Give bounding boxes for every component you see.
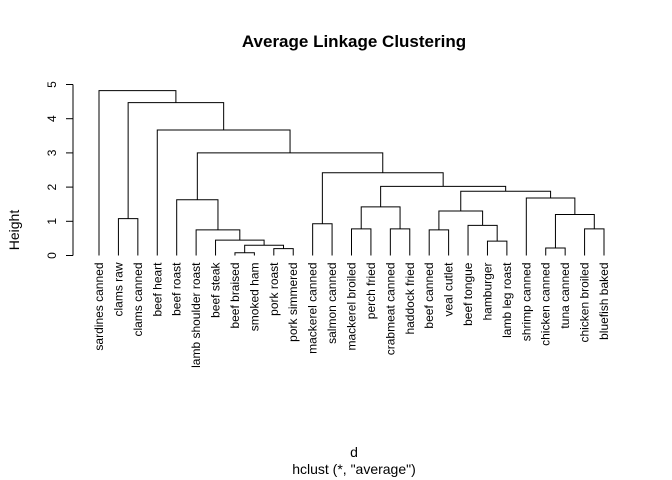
merge-link <box>234 252 255 256</box>
leaf-label: lamb leg roast <box>500 262 514 338</box>
merge-link <box>127 102 225 219</box>
merge-link <box>389 228 411 256</box>
y-tick-label: 1 <box>45 218 59 225</box>
merge-link <box>460 190 552 212</box>
leaf-label: salmon canned <box>325 263 339 344</box>
leaf-label: smoked ham <box>247 263 261 332</box>
leaf-label: chicken canned <box>539 263 553 346</box>
leaf-label: bluefish baked <box>597 263 611 340</box>
leaf-label: veal cutlet <box>442 262 456 317</box>
merge-link <box>554 213 595 248</box>
y-tick-label: 3 <box>45 149 59 156</box>
leaf-label: beef canned <box>422 263 436 329</box>
merge-link <box>273 248 294 256</box>
leaf-label: beef roast <box>170 262 184 316</box>
y-tick-label: 5 <box>45 81 59 88</box>
leaf-label: clams raw <box>111 262 125 316</box>
merge-link <box>467 224 498 256</box>
leaf-label: sardines canned <box>92 263 106 351</box>
leaf-label: lamb shoulder roast <box>189 262 203 368</box>
merge-link <box>545 247 566 256</box>
x-axis-label: d <box>350 444 358 460</box>
leaf-label: pork simmered <box>286 263 300 342</box>
leaf-label: beef tongue <box>461 262 475 326</box>
merge-link <box>117 218 139 256</box>
y-tick-label: 2 <box>45 183 59 190</box>
leaf-label: mackerel broiled <box>345 263 359 351</box>
merge-link <box>351 228 372 256</box>
leaf-label: beef steak <box>209 262 223 318</box>
merge-link <box>98 90 177 256</box>
leaf-label: beef heart <box>150 262 164 317</box>
merge-link <box>584 228 605 256</box>
leaf-label: chicken broiled <box>578 263 592 343</box>
merge-link <box>525 197 576 256</box>
leaf-label: hamburger <box>480 262 494 320</box>
merge-link <box>486 240 508 256</box>
leaf-label: shrimp canned <box>519 263 533 342</box>
merge-link <box>438 210 484 230</box>
leaf-label: haddock fried <box>403 263 417 335</box>
merge-link <box>195 229 241 256</box>
leaf-label: mackerel canned <box>306 263 320 354</box>
merge-link <box>428 229 450 256</box>
leaf-label: pork roast <box>267 262 281 316</box>
leaf-label: beef braised <box>228 263 242 329</box>
subtitle: hclust (*, "average") <box>292 461 416 477</box>
chart-title: Average Linkage Clustering <box>242 32 466 51</box>
leaf-label: tuna canned <box>558 263 572 329</box>
merge-link <box>380 185 507 207</box>
y-axis-label: Height <box>6 210 22 251</box>
leaf-label: clams canned <box>131 263 145 337</box>
merge-link <box>312 223 333 256</box>
leaf-label: perch fried <box>364 263 378 320</box>
leaf-label: crabmeat canned <box>383 263 397 356</box>
merge-link <box>360 206 401 229</box>
y-tick-label: 0 <box>45 252 59 259</box>
merge-link <box>176 199 219 256</box>
merge-link <box>196 152 384 200</box>
y-tick-label: 4 <box>45 115 59 122</box>
merge-link <box>321 172 444 224</box>
